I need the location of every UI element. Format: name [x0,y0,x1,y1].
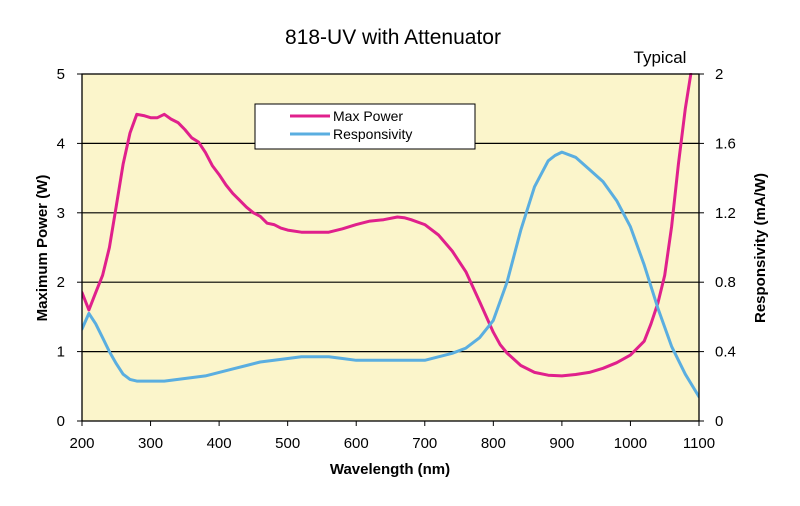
x-axis-ticks: 200 300 400 500 600 700 800 900 1000 1100 [69,421,715,452]
y-right-tick-label: 0.8 [715,274,736,291]
y-left-tick-label: 1 [57,344,65,361]
y-left-axis-label: Maximum Power (W) [34,175,51,322]
x-tick-label: 500 [275,435,300,452]
legend: Max Power Responsivity [254,103,476,150]
x-tick-label: 900 [549,435,574,452]
y-left-tick-label: 0 [57,413,65,430]
chart-title: 818-UV with Attenuator [285,26,501,49]
x-tick-label: 200 [69,435,94,452]
series-line-max-power [82,73,693,378]
y-left-tick-label: 5 [57,66,65,83]
y-right-axis-ticks: 0 0.4 0.8 1.2 1.6 2 [699,66,736,430]
y-right-tick-label: 0 [715,413,723,430]
y-left-tick-label: 2 [57,274,65,291]
legend-label-max-power: Max Power [333,108,403,124]
legend-box [254,103,476,150]
x-axis-label: Wavelength (nm) [330,461,450,478]
y-right-tick-label: 1.6 [715,135,736,152]
x-tick-label: 800 [481,435,506,452]
y-left-tick-label: 3 [57,205,65,222]
y-left-axis-ticks: 0 1 2 3 4 5 [57,66,82,430]
series-line-responsivity [82,150,699,399]
x-tick-label: 700 [412,435,437,452]
y-right-tick-label: 1.2 [715,205,736,222]
y-left-tick-label: 4 [57,135,65,152]
x-tick-label: 400 [207,435,232,452]
y-right-axis-label: Responsivity (mA/W) [752,173,769,323]
y-right-tick-label: 0.4 [715,344,736,361]
x-tick-label: 1000 [614,435,647,452]
y-right-tick-label: 2 [715,66,723,83]
x-tick-label: 1100 [683,435,715,452]
plot-frame [81,73,700,422]
x-tick-label: 300 [138,435,163,452]
x-tick-label: 600 [344,435,369,452]
chart-subtitle: Typical [634,48,687,67]
series-group [82,73,699,399]
legend-label-responsivity: Responsivity [333,126,412,142]
